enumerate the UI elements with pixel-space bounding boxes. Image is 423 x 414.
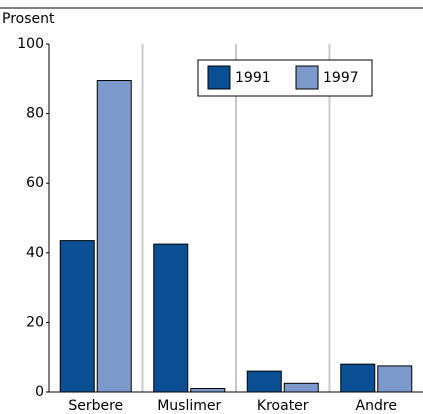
x-tick-label: Serbere <box>68 398 123 414</box>
y-tick-label: 100 <box>17 36 44 52</box>
x-tick-label: Kroater <box>257 398 309 414</box>
bar <box>59 240 95 393</box>
y-tick-label: 20 <box>26 314 44 330</box>
legend-swatch <box>207 65 231 90</box>
legend-label: 1997 <box>323 70 359 86</box>
bar <box>153 243 189 393</box>
x-tick-label: Andre <box>356 398 397 414</box>
bar <box>96 80 132 393</box>
x-tick-label: Muslimer <box>157 398 221 414</box>
y-tick-label: 40 <box>26 245 44 261</box>
y-tick-label: 0 <box>35 384 44 400</box>
bar <box>246 370 282 393</box>
legend-label: 1991 <box>235 70 271 86</box>
y-axis-label: Prosent <box>2 11 55 27</box>
bar <box>283 382 319 393</box>
y-tick-label: 80 <box>26 106 44 122</box>
y-tick-label: 60 <box>26 175 44 191</box>
legend-swatch <box>295 65 319 90</box>
bar <box>340 363 376 393</box>
bar <box>377 365 413 393</box>
bar <box>190 388 226 393</box>
